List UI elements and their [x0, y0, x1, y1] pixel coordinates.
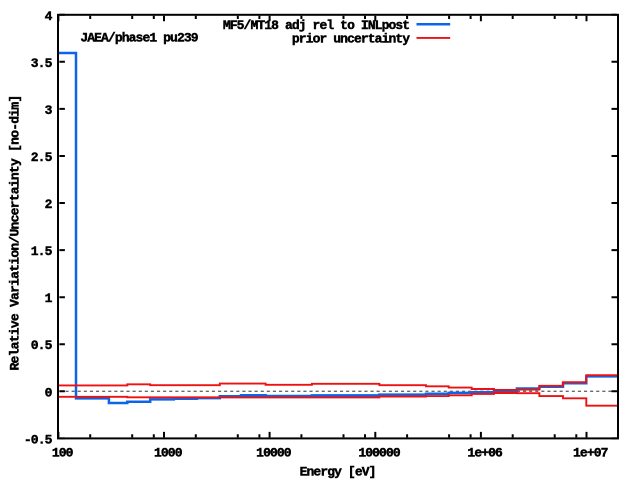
svg-text:MF5/MT18 adj rel to INLpost: MF5/MT18 adj rel to INLpost	[223, 18, 409, 33]
svg-text:1e+06: 1e+06	[467, 446, 503, 461]
svg-text:10000: 10000	[256, 446, 292, 461]
svg-text:1000: 1000	[154, 446, 183, 461]
svg-text:100000: 100000	[358, 446, 401, 461]
svg-text:1.5: 1.5	[31, 244, 53, 259]
svg-text:4: 4	[45, 9, 53, 24]
svg-text:2.5: 2.5	[31, 150, 53, 165]
svg-text:JAEA/phase1 pu239: JAEA/phase1 pu239	[80, 31, 198, 46]
svg-text:3: 3	[45, 103, 53, 118]
svg-text:Energy [eV]: Energy [eV]	[300, 465, 376, 480]
svg-text:1e+07: 1e+07	[573, 446, 608, 461]
svg-text:Relative Variation/Uncertainty: Relative Variation/Uncertainty [no-dim]	[8, 96, 23, 371]
svg-text:2: 2	[45, 197, 53, 212]
svg-text:1: 1	[45, 291, 53, 306]
svg-text:0: 0	[45, 385, 53, 400]
svg-text:prior uncertainty: prior uncertainty	[292, 32, 410, 47]
svg-text:-0.5: -0.5	[24, 432, 53, 447]
svg-text:100: 100	[52, 446, 74, 461]
svg-text:0.5: 0.5	[31, 338, 53, 353]
svg-text:3.5: 3.5	[31, 56, 53, 71]
